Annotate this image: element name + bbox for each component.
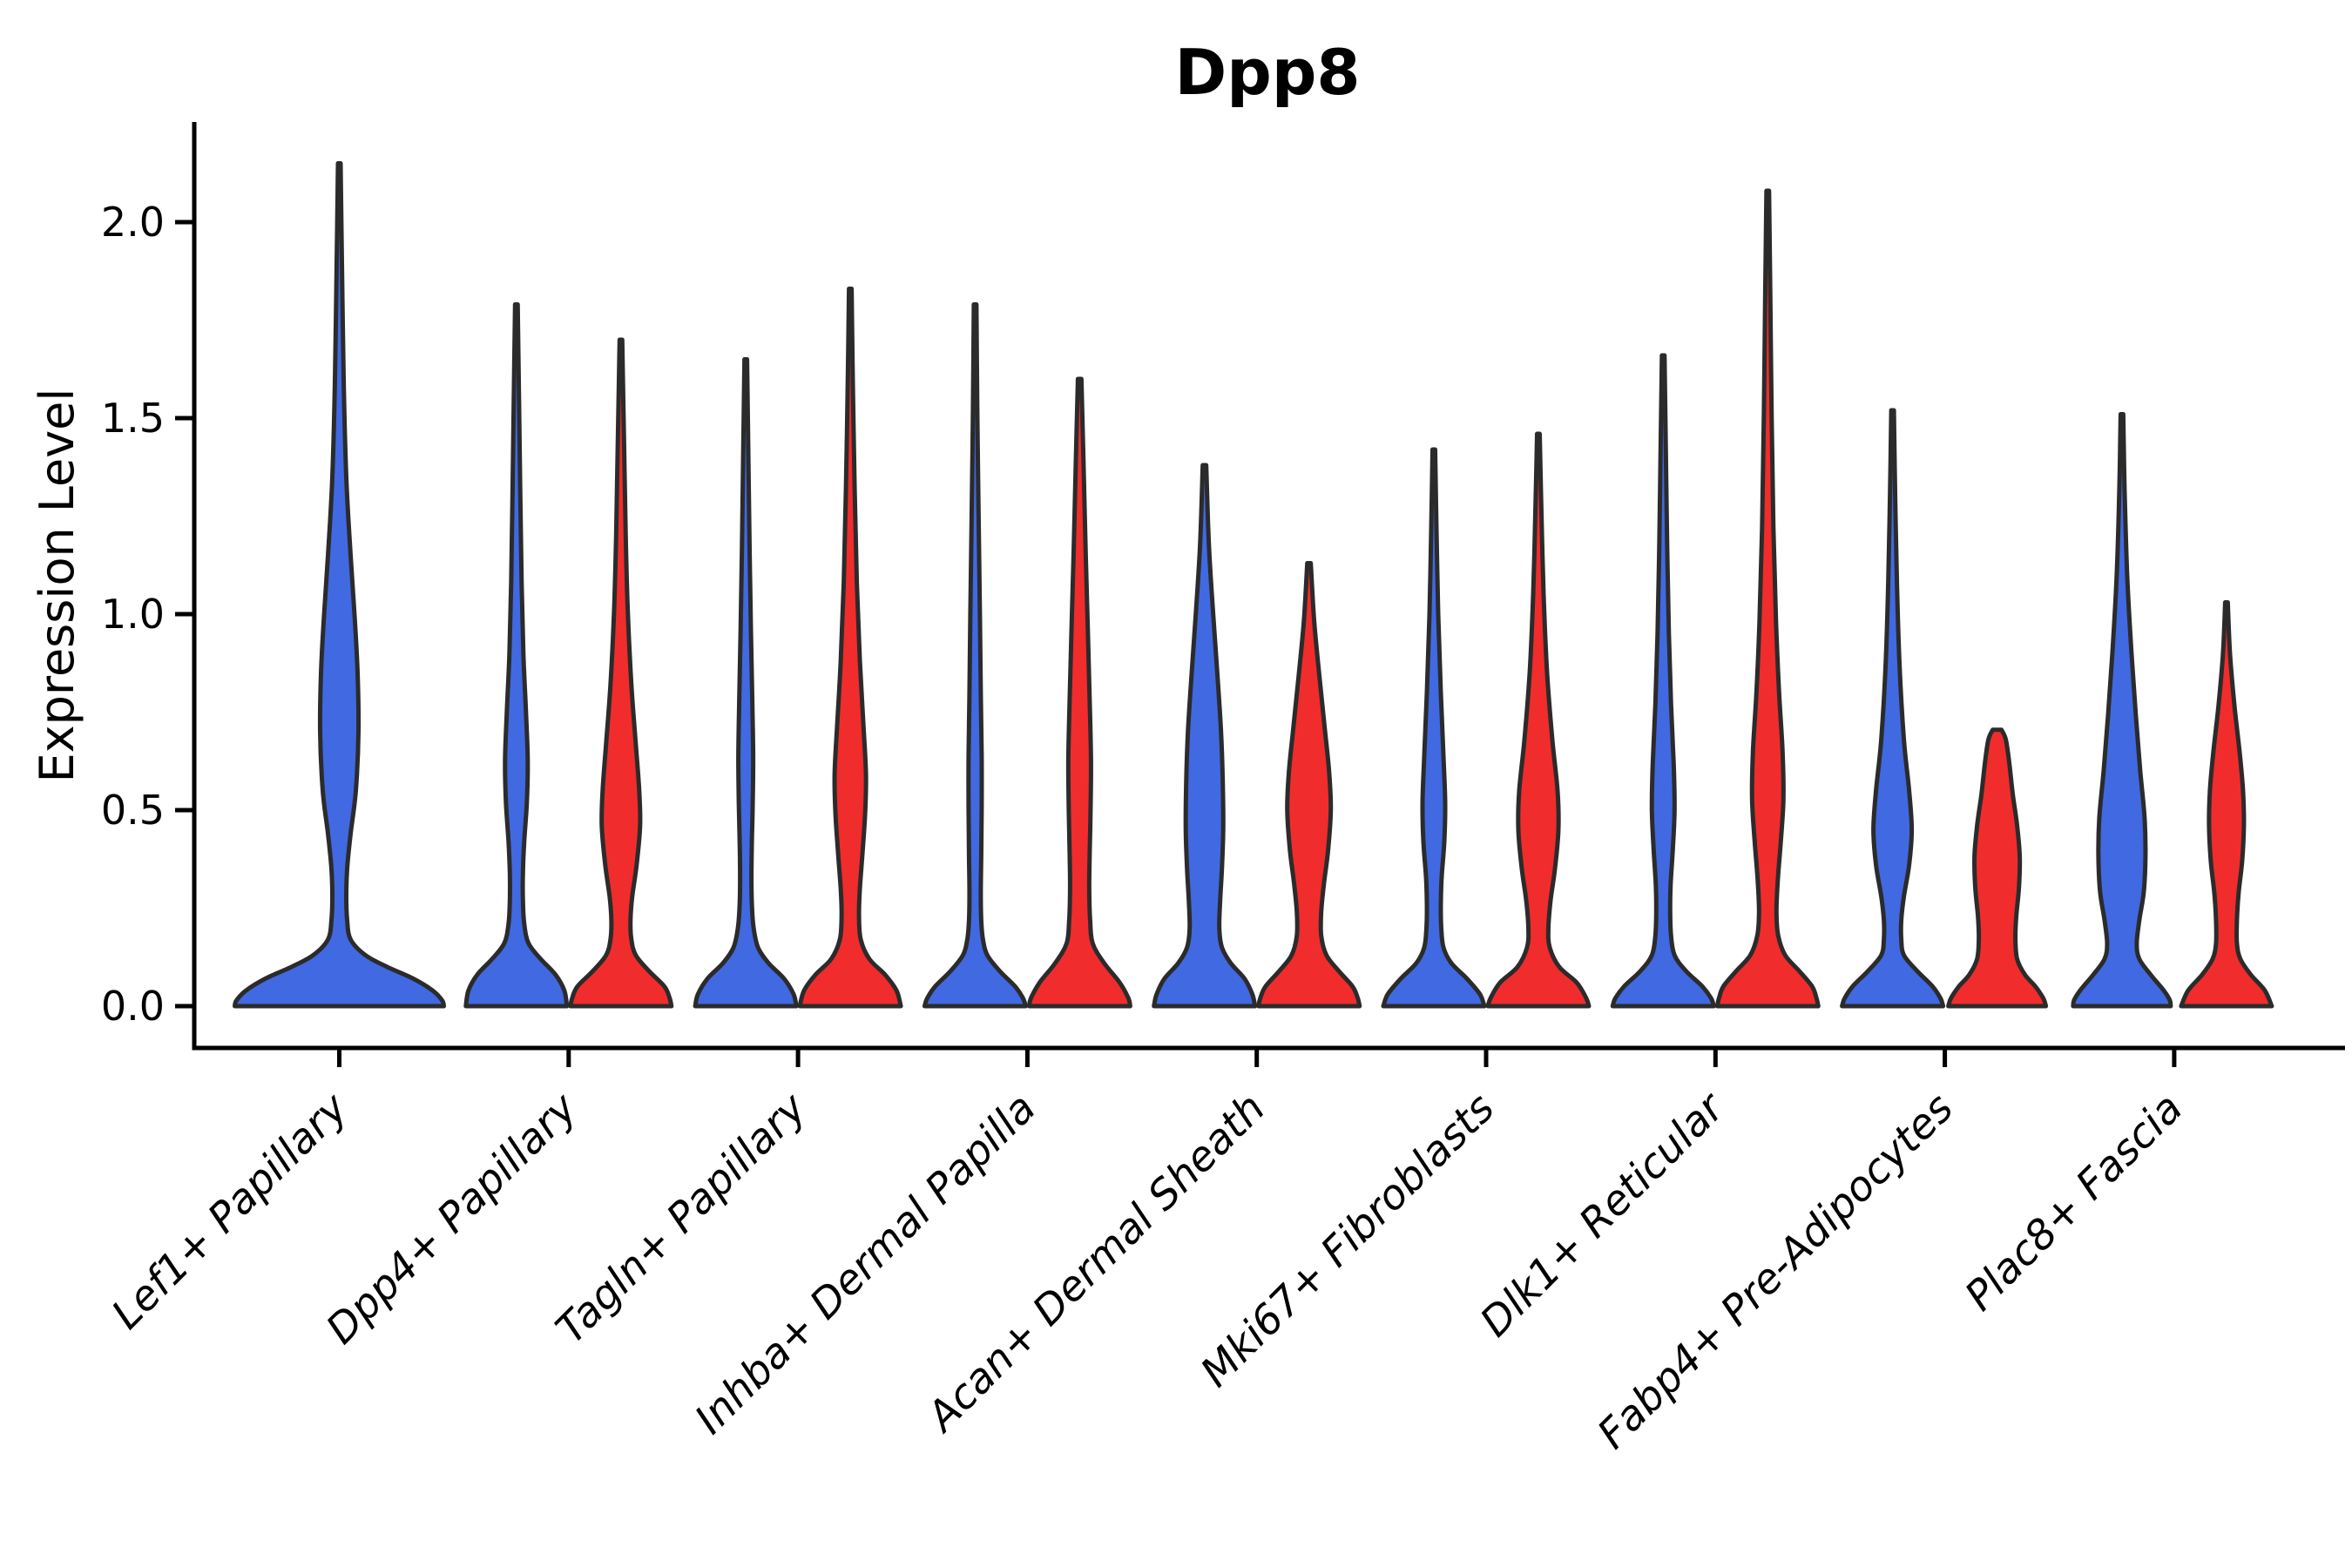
violin-plac8-fascia-blue bbox=[2071, 412, 2173, 1009]
violin-fabp4-pre-adipocytes-blue bbox=[1840, 408, 1946, 1009]
violin-dpp4-papillary-blue bbox=[463, 302, 570, 1009]
violin-dlk1-reticular-blue bbox=[1610, 353, 1716, 1009]
x-tick-label-dlk1-reticular: Dlk1+ Reticular bbox=[1471, 1083, 1735, 1347]
violin-acan-dermal-sheath-blue bbox=[1152, 463, 1258, 1009]
violin-mki67-fibroblasts-blue bbox=[1381, 447, 1487, 1009]
y-tick-label-1.0: 1.0 bbox=[101, 591, 165, 638]
violin-dlk1-reticular-red bbox=[1714, 188, 1821, 1009]
y-tick-label-0.5: 0.5 bbox=[101, 787, 165, 834]
violin-plac8-fascia-red bbox=[2179, 600, 2274, 1009]
y-tick-label-2.0: 2.0 bbox=[101, 199, 165, 246]
axes-layer bbox=[192, 122, 2345, 1051]
y-axis-label: Expression Level bbox=[30, 389, 84, 783]
violin-mki67-fibroblasts-red bbox=[1485, 431, 1592, 1009]
violin-tagln-papillary-red bbox=[797, 287, 903, 1009]
y-tick-label-1.5: 1.5 bbox=[101, 395, 165, 442]
x-tick-label-lef1-papillary: Lef1+ Papillary bbox=[103, 1084, 358, 1339]
violin-lef1-papillary-blue bbox=[233, 161, 446, 1009]
violin-fabp4-pre-adipocytes-red bbox=[1946, 727, 2049, 1009]
x-tick-label-dpp4-papillary: Dpp4+ Papillary bbox=[317, 1084, 587, 1354]
violin-inhba-dermal-papilla-blue bbox=[922, 302, 1028, 1009]
violin-inhba-dermal-papilla-red bbox=[1026, 376, 1132, 1009]
violin-dpp4-papillary-red bbox=[568, 337, 674, 1009]
chart-title: Dpp8 bbox=[1175, 36, 1361, 109]
x-tick-label-plac8-fascia: Plac8+ Fascia bbox=[1956, 1085, 2192, 1321]
violin-acan-dermal-sheath-red bbox=[1256, 561, 1362, 1009]
violins-layer bbox=[233, 161, 2274, 1009]
x-tick-label-tagln-papillary: Tagln+ Papillary bbox=[547, 1084, 817, 1354]
violin-tagln-papillary-blue bbox=[693, 357, 799, 1009]
y-tick-label-0.0: 0.0 bbox=[101, 983, 165, 1030]
y-axis-ticks: 0.0 0.5 1.0 1.5 2.0 bbox=[101, 199, 194, 1030]
